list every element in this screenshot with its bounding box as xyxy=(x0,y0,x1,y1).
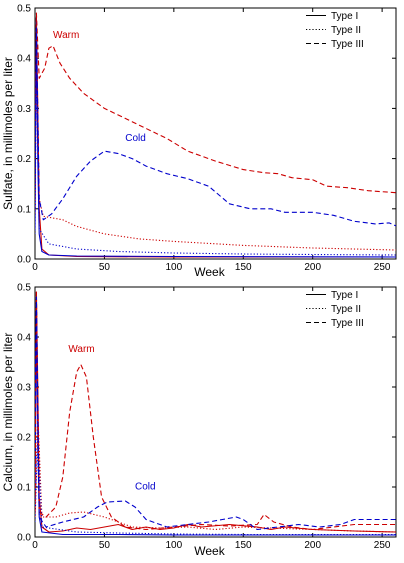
legend-label: Type III xyxy=(331,318,364,329)
series-line-cold-type-ii xyxy=(35,436,396,536)
y-axis-label: Sulfate, in millimoles per liter xyxy=(1,57,15,210)
y-tick-label: 0.5 xyxy=(17,4,31,15)
annotation-warm: Warm xyxy=(68,344,94,355)
legend-label: Type I xyxy=(331,11,358,22)
y-axis-label: Calcium, in millimoles per liter xyxy=(1,333,15,492)
x-tick-label: 100 xyxy=(166,540,183,551)
x-tick-label: 0 xyxy=(32,262,38,273)
y-tick-label: 0.2 xyxy=(17,154,31,165)
legend-label: Type II xyxy=(331,25,361,36)
x-tick-label: 0 xyxy=(32,540,38,551)
y-tick-label: 0.5 xyxy=(17,283,31,294)
x-tick-label: 150 xyxy=(235,262,252,273)
legend-label: Type II xyxy=(331,304,361,315)
x-tick-label: 50 xyxy=(99,540,111,551)
legend-label: Type I xyxy=(331,290,358,301)
series-line-warm-type-iii xyxy=(35,12,396,194)
x-tick-label: 100 xyxy=(166,262,183,273)
y-tick-label: 0.1 xyxy=(17,483,31,494)
y-tick-label: 0.0 xyxy=(17,255,31,266)
y-tick-label: 0.4 xyxy=(17,54,31,65)
chart-panel-2: 0.0 0.1 0.2 0.3 0.4 0.5 0 50 100 150 200 250 Week Cal… xyxy=(1,283,397,558)
series-line-cold-type-iii xyxy=(35,27,396,227)
x-tick-label: 50 xyxy=(99,262,111,273)
annotation-warm: Warm xyxy=(53,30,79,41)
annotation-cold: Cold xyxy=(135,482,156,493)
x-axis-label: Week xyxy=(194,265,225,279)
y-tick-label: 0.2 xyxy=(17,433,31,444)
y-tick-label: 0.3 xyxy=(17,383,31,394)
annotation-cold: Cold xyxy=(125,133,146,144)
y-tick-label: 0.4 xyxy=(17,333,31,344)
x-tick-label: 150 xyxy=(235,540,252,551)
series-line-warm-type-ii xyxy=(35,32,396,251)
x-tick-label: 250 xyxy=(374,262,391,273)
y-tick-label: 0.1 xyxy=(17,204,31,215)
series-line-cold-type-iii xyxy=(35,296,396,531)
series-line-cold-type-i xyxy=(35,17,396,258)
legend-label: Type III xyxy=(331,39,364,50)
series-group xyxy=(35,291,396,536)
y-tick-label: 0.3 xyxy=(17,104,31,115)
series-line-cold-type-ii xyxy=(35,57,396,256)
x-axis-label: Week xyxy=(194,544,225,558)
x-tick-label: 200 xyxy=(304,262,321,273)
series-group xyxy=(35,12,396,258)
x-tick-label: 250 xyxy=(374,540,391,551)
chart-panel-1: 0.0 0.1 0.2 0.3 0.4 0.5 0 50 100 150 200 250 Week Sul… xyxy=(1,4,397,279)
series-line-warm-type-ii xyxy=(35,411,396,533)
legend: Type I Type II Type III xyxy=(306,11,364,50)
series-line-warm-type-i xyxy=(35,17,396,258)
x-tick-label: 200 xyxy=(304,540,321,551)
legend: Type I Type II Type III xyxy=(306,290,364,329)
y-tick-label: 0.0 xyxy=(17,533,31,544)
